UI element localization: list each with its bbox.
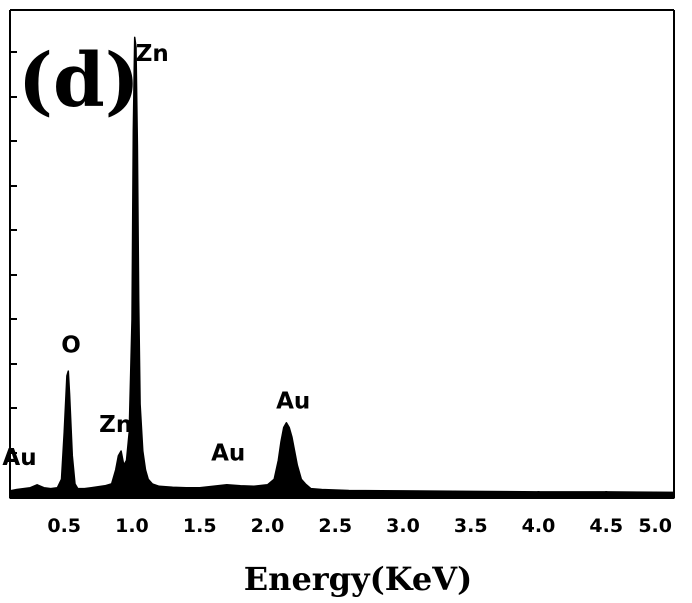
peak-label: Au: [211, 440, 245, 466]
y-axis-ticks: [10, 51, 17, 454]
x-tick-label: 1.5: [183, 515, 217, 537]
peak-annotations: Zn O Zn Au Au Au: [2, 41, 310, 471]
x-tick-label: 0.5: [47, 515, 81, 537]
x-tick-label: 3.5: [454, 515, 488, 537]
peak-label: Au: [2, 445, 36, 471]
x-axis-title: Energy(KeV): [244, 560, 472, 598]
x-tick-label: 3.0: [386, 515, 420, 537]
peak-label: Zn: [136, 41, 169, 67]
x-tick-label: 4.5: [589, 515, 623, 537]
x-tick-label: 2.5: [318, 515, 352, 537]
peak-label: Au: [276, 389, 310, 415]
peak-label: Zn: [99, 412, 132, 438]
x-tick-label: 5.0: [638, 515, 672, 537]
panel-label: (d): [18, 38, 140, 124]
spectrum-area: [9, 36, 675, 499]
peak-label: O: [61, 332, 81, 358]
x-tick-label: 4.0: [522, 515, 556, 537]
x-tick-label: 2.0: [251, 515, 285, 537]
x-tick-label: 1.0: [115, 515, 149, 537]
spectrum-series: [9, 36, 675, 499]
